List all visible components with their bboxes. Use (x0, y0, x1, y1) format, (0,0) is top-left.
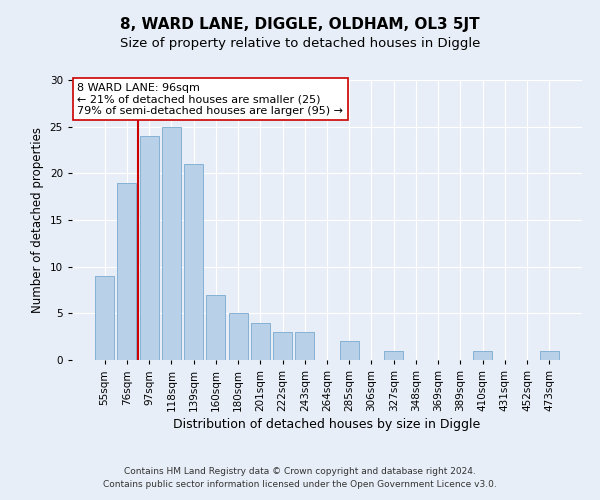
Bar (162, 126, 181, 360)
Text: 8 WARD LANE: 96sqm
← 21% of detached houses are smaller (25)
79% of semi-detache: 8 WARD LANE: 96sqm ← 21% of detached hou… (77, 83, 343, 116)
Bar (340, 342, 359, 360)
Bar (184, 164, 203, 360)
Bar (118, 182, 136, 360)
Bar (95, 276, 114, 360)
Text: Contains HM Land Registry data © Crown copyright and database right 2024.: Contains HM Land Registry data © Crown c… (124, 467, 476, 476)
Bar (229, 314, 248, 360)
Bar (140, 136, 158, 360)
Bar (384, 350, 403, 360)
Bar (251, 322, 270, 360)
Text: 8, WARD LANE, DIGGLE, OLDHAM, OL3 5JT: 8, WARD LANE, DIGGLE, OLDHAM, OL3 5JT (120, 18, 480, 32)
Bar (206, 294, 225, 360)
Bar (295, 332, 314, 360)
Y-axis label: Number of detached properties: Number of detached properties (31, 127, 44, 313)
Text: Contains public sector information licensed under the Open Government Licence v3: Contains public sector information licen… (103, 480, 497, 489)
Bar (473, 350, 492, 360)
Bar (273, 332, 292, 360)
X-axis label: Distribution of detached houses by size in Diggle: Distribution of detached houses by size … (173, 418, 481, 431)
Text: Size of property relative to detached houses in Diggle: Size of property relative to detached ho… (120, 38, 480, 51)
Bar (540, 350, 559, 360)
